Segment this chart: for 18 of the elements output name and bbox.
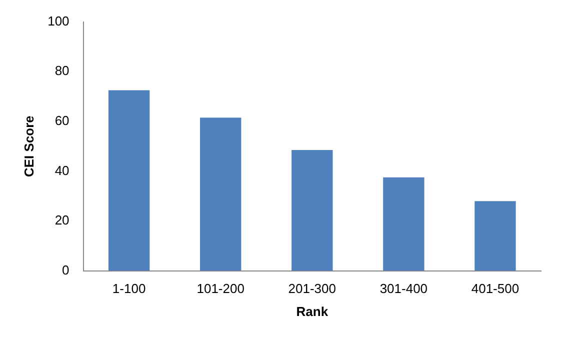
x-tick-label: 201-300 bbox=[288, 281, 336, 296]
x-axis-title: Rank bbox=[296, 304, 329, 319]
y-tick-label: 0 bbox=[62, 262, 70, 278]
bar bbox=[200, 118, 242, 271]
x-tick-label: 301-400 bbox=[380, 281, 428, 296]
x-tick-label: 101-200 bbox=[196, 281, 244, 296]
bar bbox=[474, 201, 516, 271]
y-tick-label: 80 bbox=[54, 63, 70, 78]
bar bbox=[292, 150, 333, 271]
y-tick-label: 20 bbox=[54, 212, 70, 228]
x-tick-label: 401-500 bbox=[471, 281, 520, 296]
y-tick-label: 60 bbox=[54, 112, 70, 128]
y-tick-label: 100 bbox=[48, 13, 70, 28]
bar bbox=[383, 177, 424, 271]
y-tick-label: 40 bbox=[54, 162, 70, 178]
x-tick-label: 1-100 bbox=[112, 281, 146, 296]
bar bbox=[108, 90, 150, 271]
y-axis-title: CEI Score bbox=[21, 116, 36, 178]
